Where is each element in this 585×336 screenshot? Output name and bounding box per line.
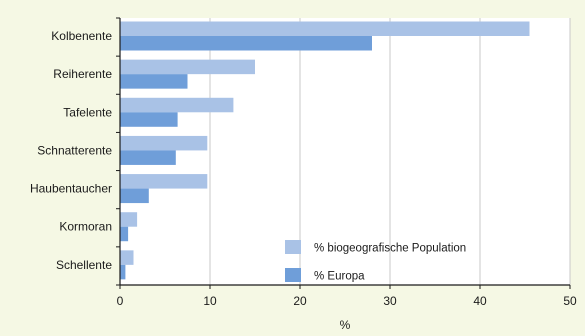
bar-europa-schellente (120, 264, 126, 280)
category-label: Schellente (56, 258, 112, 272)
category-label: Kormoran (59, 220, 112, 234)
category-label: Reiherente (53, 67, 112, 81)
category-label: Schnatterente (37, 143, 112, 157)
legend-label-europa: % Europa (314, 271, 365, 283)
category-label: Kolbenente (51, 29, 112, 43)
bar-europa-reiherente (120, 74, 188, 89)
x-tick-label: 20 (293, 294, 307, 308)
category-label: Haubentaucher (30, 182, 112, 196)
bar-biogeo-kormoran (120, 212, 138, 227)
x-axis-label: % (340, 318, 351, 332)
category-label: Tafelente (63, 105, 112, 119)
bar-biogeo-schnatterente (120, 135, 208, 151)
legend-swatch-europa (285, 268, 301, 282)
bar-europa-kolbenente (120, 36, 372, 51)
bar-biogeo-reiherente (120, 59, 255, 75)
bar-biogeo-schellente (120, 250, 134, 265)
bar-biogeo-kolbenente (120, 21, 530, 36)
legend-swatch-biogeo (285, 240, 301, 254)
bar-biogeo-tafelente (120, 97, 234, 113)
x-tick-label: 10 (203, 294, 217, 308)
bar-europa-schnatterente (120, 150, 176, 165)
bar-europa-haubentaucher (120, 188, 149, 204)
x-tick-label: 50 (563, 294, 577, 308)
bar-europa-kormoran (120, 226, 129, 242)
x-tick-label: 40 (473, 294, 487, 308)
x-tick-label: 30 (383, 294, 397, 308)
bar-biogeo-haubentaucher (120, 174, 208, 189)
x-tick-label: 0 (117, 294, 124, 308)
bar-europa-tafelente (120, 112, 178, 127)
legend-label-biogeo: % biogeografische Population (314, 243, 466, 255)
